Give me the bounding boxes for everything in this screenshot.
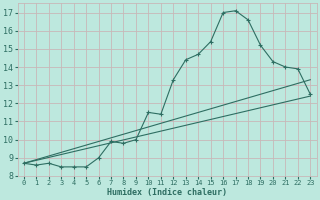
X-axis label: Humidex (Indice chaleur): Humidex (Indice chaleur) (107, 188, 227, 197)
